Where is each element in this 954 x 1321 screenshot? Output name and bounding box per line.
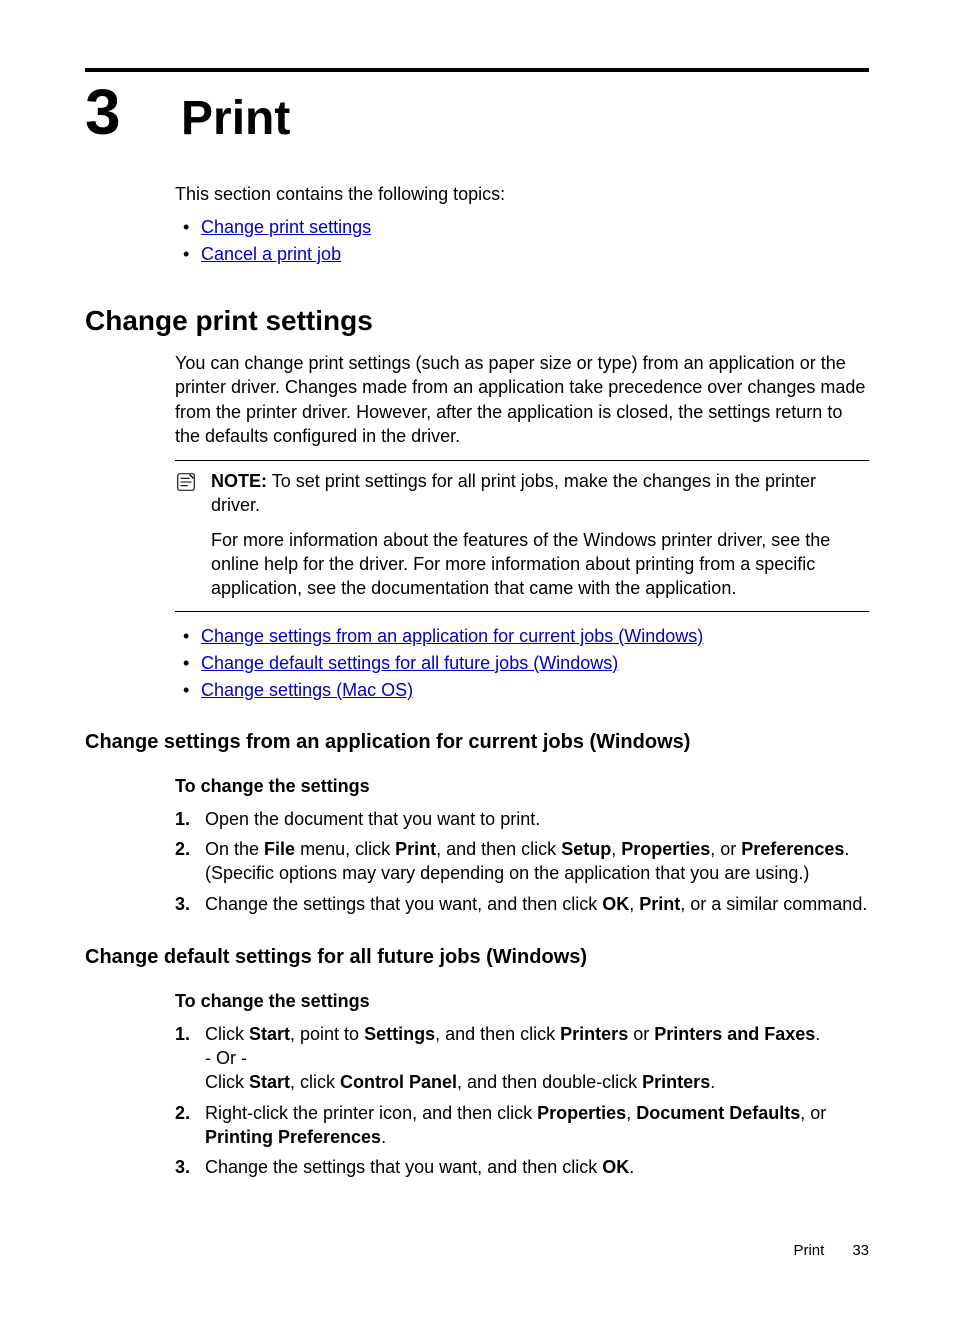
bold-file: File [264,839,295,859]
footer-page-number: 33 [852,1242,869,1259]
bold-document-defaults: Document Defaults [636,1103,800,1123]
step-text: , or [710,839,741,859]
step-text: . [815,1024,820,1044]
chapter-title: Print [181,95,290,143]
bold-printers-faxes: Printers and Faxes [654,1024,815,1044]
step-text: Open the document that you want to print… [205,809,540,829]
section-heading-change-print-settings: Change print settings [85,305,869,337]
bold-control-panel: Control Panel [340,1072,457,1092]
list-item: Cancel a print job [175,244,869,265]
step-text: Right-click the printer icon, and then c… [205,1103,537,1123]
step-text: Change the settings that you want, and t… [205,894,602,914]
bold-start: Start [249,1072,290,1092]
step-text: , [611,839,621,859]
step-text: . [710,1072,715,1092]
link-change-print-settings[interactable]: Change print settings [201,217,371,237]
topic-link-list: Change print settings Cancel a print job [175,217,869,265]
note-box: NOTE: To set print settings for all prin… [175,460,869,611]
bold-printers: Printers [560,1024,628,1044]
step-text: , [629,894,639,914]
step-item: Open the document that you want to print… [175,807,869,831]
chapter-rule [85,68,869,72]
subsection1-body: To change the settings Open the document… [175,776,869,916]
page-footer: Print 33 [793,1242,869,1259]
step-or: - Or - [205,1048,247,1068]
subsection1-heading: Change settings from an application for … [85,731,869,754]
bold-ok: OK [602,1157,629,1177]
step-item: Change the settings that you want, and t… [175,1155,869,1179]
section1-para1: You can change print settings (such as p… [175,351,869,448]
subsection2-heading: Change default settings for all future j… [85,946,869,969]
step-text: or [628,1024,654,1044]
page: 3 Print This section contains the follow… [0,0,954,1321]
sub-link-list: Change settings from an application for … [175,626,869,701]
subsection2-steps: Click Start, point to Settings, and then… [175,1022,869,1180]
intro-block: This section contains the following topi… [175,184,869,265]
list-item: Change settings from an application for … [175,626,869,647]
bold-print: Print [639,894,680,914]
bold-setup: Setup [561,839,611,859]
bold-properties: Properties [621,839,710,859]
note-text-2: For more information about the features … [211,528,869,601]
subsection2-subheading: To change the settings [175,991,869,1012]
step-text: Click [205,1072,249,1092]
step-text: . [629,1157,634,1177]
subsection2-body: To change the settings Click Start, poin… [175,991,869,1180]
step-text: Change the settings that you want, and t… [205,1157,602,1177]
link-cancel-print-job[interactable]: Cancel a print job [201,244,341,264]
note-content: NOTE: To set print settings for all prin… [211,469,869,600]
step-text: , and then click [435,1024,560,1044]
step-text: , or a similar command. [680,894,867,914]
step-item: On the File menu, click Print, and then … [175,837,869,886]
bold-preferences: Preferences [741,839,844,859]
bold-ok: OK [602,894,629,914]
intro-text: This section contains the following topi… [175,184,869,205]
step-text: , click [290,1072,340,1092]
note-label: NOTE: [211,471,267,491]
step-text: Click [205,1024,249,1044]
step-item: Change the settings that you want, and t… [175,892,869,916]
step-text: , [626,1103,636,1123]
step-text: , or [800,1103,826,1123]
bold-start: Start [249,1024,290,1044]
subsection1-subheading: To change the settings [175,776,869,797]
step-text: menu, click [295,839,395,859]
link-change-settings-app-windows[interactable]: Change settings from an application for … [201,626,703,646]
step-text: On the [205,839,264,859]
step-item: Click Start, point to Settings, and then… [175,1022,869,1095]
step-text: , point to [290,1024,364,1044]
bold-settings: Settings [364,1024,435,1044]
bold-properties: Properties [537,1103,626,1123]
list-item: Change print settings [175,217,869,238]
link-change-settings-mac[interactable]: Change settings (Mac OS) [201,680,413,700]
footer-title: Print [793,1242,824,1259]
section1-body: You can change print settings (such as p… [175,351,869,701]
chapter-header: 3 Print [85,80,869,144]
chapter-number: 3 [85,80,141,144]
subsection1-steps: Open the document that you want to print… [175,807,869,916]
list-item: Change default settings for all future j… [175,653,869,674]
bold-printers: Printers [642,1072,710,1092]
step-text: , and then click [436,839,561,859]
step-text: , and then double-click [457,1072,642,1092]
note-icon [175,469,201,600]
link-change-default-windows[interactable]: Change default settings for all future j… [201,653,618,673]
list-item: Change settings (Mac OS) [175,680,869,701]
step-text: . [381,1127,386,1147]
note-text-1: To set print settings for all print jobs… [211,471,816,515]
bold-printing-preferences: Printing Preferences [205,1127,381,1147]
step-item: Right-click the printer icon, and then c… [175,1101,869,1150]
bold-print: Print [395,839,436,859]
